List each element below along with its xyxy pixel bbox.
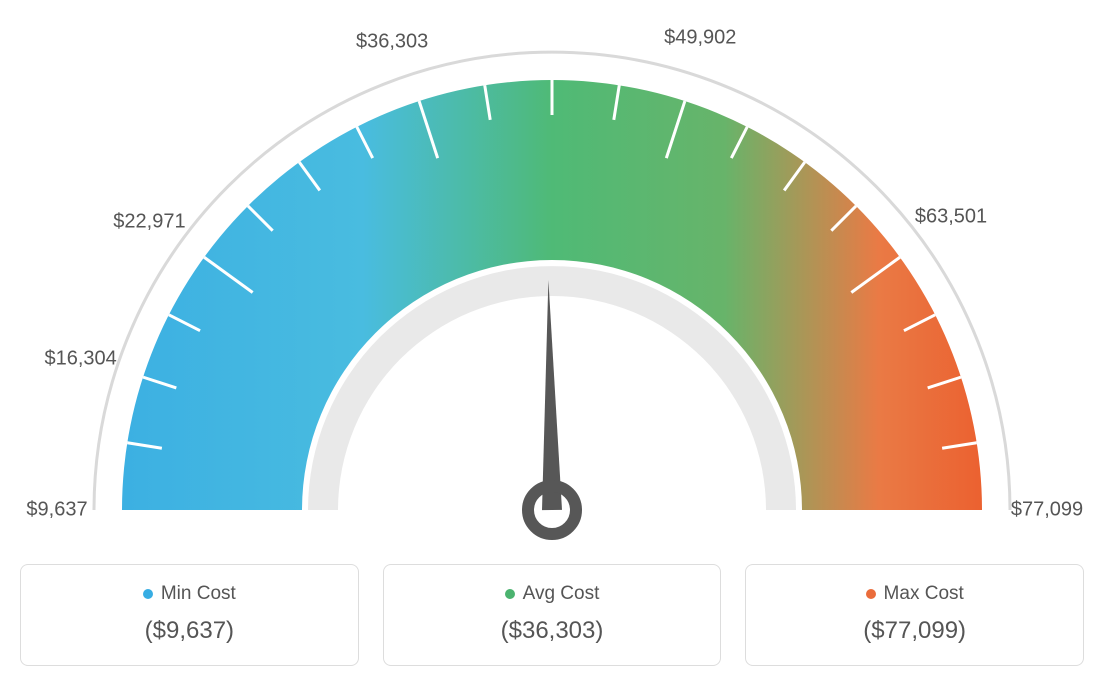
max-cost-title: Max Cost <box>884 583 964 605</box>
avg-cost-value: ($36,303) <box>404 617 701 645</box>
max-dot-icon <box>866 589 876 599</box>
gauge-svg <box>20 20 1084 540</box>
avg-dot-icon <box>505 589 515 599</box>
min-cost-title: Min Cost <box>161 583 236 605</box>
min-cost-card: Min Cost ($9,637) <box>20 564 359 666</box>
min-dot-icon <box>143 589 153 599</box>
gauge-tick-label: $36,303 <box>356 30 428 53</box>
min-cost-value: ($9,637) <box>41 617 338 645</box>
gauge-tick-label: $16,304 <box>44 347 116 370</box>
gauge-tick-label: $77,099 <box>1011 499 1083 522</box>
summary-cards: Min Cost ($9,637) Avg Cost ($36,303) Max… <box>20 564 1084 666</box>
gauge-tick-label: $63,501 <box>915 206 987 229</box>
avg-cost-title: Avg Cost <box>523 583 600 605</box>
gauge-tick-label: $49,902 <box>664 26 736 49</box>
max-cost-value: ($77,099) <box>766 617 1063 645</box>
avg-cost-card: Avg Cost ($36,303) <box>383 564 722 666</box>
gauge-tick-label: $22,971 <box>113 210 185 233</box>
gauge-container: $9,637 $16,304 $22,971 $36,303 $49,902 $63,50… <box>20 20 1084 540</box>
max-cost-card: Max Cost ($77,099) <box>745 564 1084 666</box>
gauge-tick-label: $9,637 <box>26 499 87 522</box>
